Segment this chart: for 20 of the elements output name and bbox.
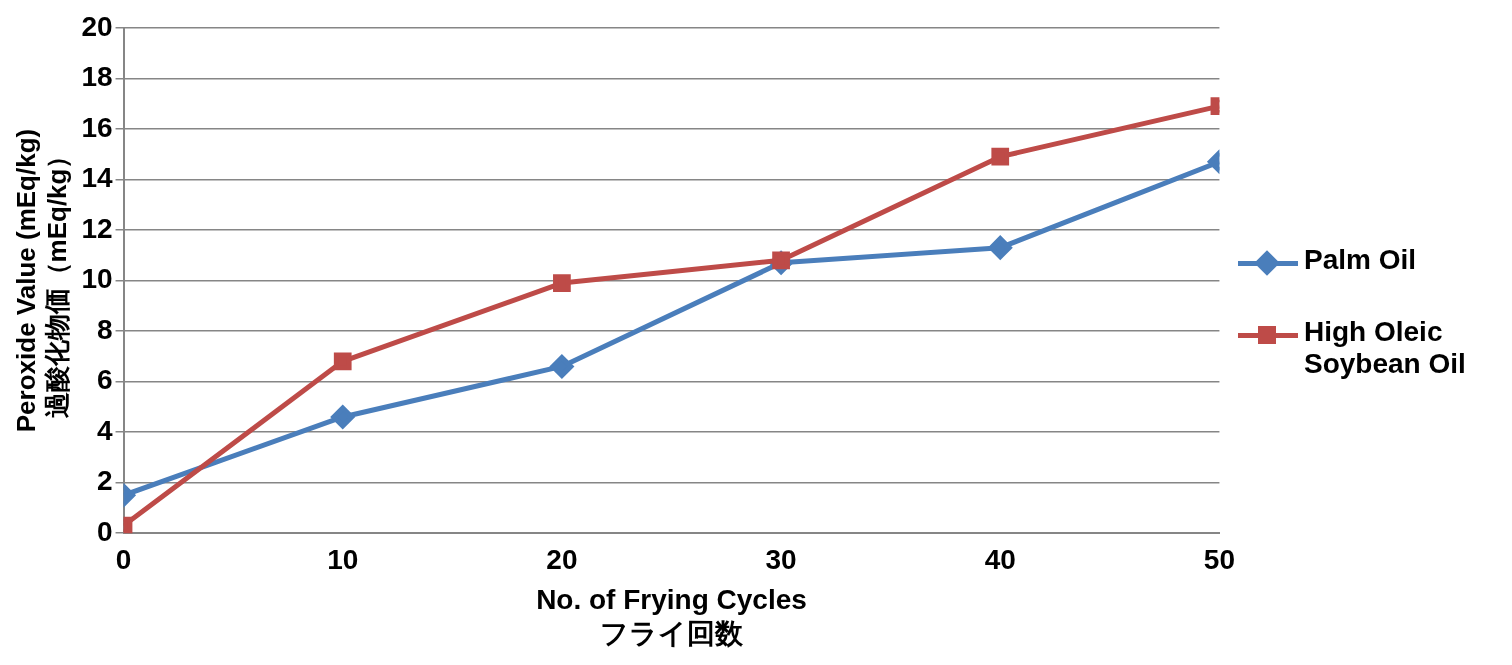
x-tick-label: 40 [984, 543, 1016, 575]
x-axis-title: No. of Frying Cycles フライ回数 [536, 584, 807, 649]
y-tick-label: 8 [96, 313, 113, 345]
x-tick-label: 10 [327, 543, 359, 575]
y-tick-label: 20 [81, 10, 113, 42]
y-tick-label: 4 [96, 414, 113, 446]
y-tick-label: 0 [96, 515, 113, 547]
legend-label: High Oleic Soybean Oil [1304, 316, 1467, 380]
y-axis-title: Peroxide Value (mEq/kg) 過酸化物価（mEq/kg） [10, 128, 72, 433]
legend-label: Palm Oil [1304, 244, 1417, 276]
y-tick-label: 6 [96, 364, 113, 396]
y-tick-label: 12 [81, 212, 113, 244]
x-tick-label: 50 [1203, 543, 1236, 575]
y-tick-label: 2 [96, 465, 113, 497]
x-tick-label: 30 [765, 543, 797, 575]
x-tick-label: 20 [546, 543, 578, 575]
y-tick-label: 10 [81, 263, 113, 295]
y-tick-label: 16 [81, 111, 113, 143]
y-tick-label: 14 [81, 162, 113, 194]
y-tick-label: 18 [81, 61, 113, 93]
